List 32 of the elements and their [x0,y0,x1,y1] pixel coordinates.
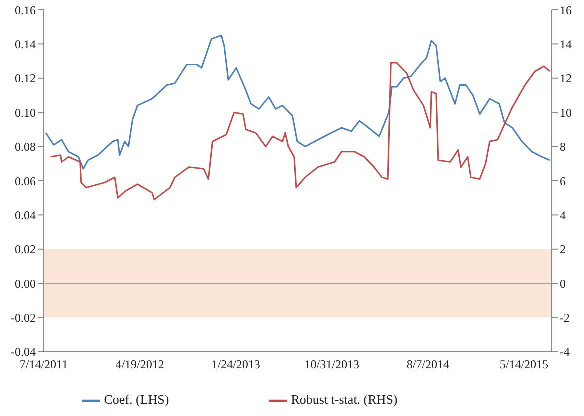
x-tick-label: 4/19/2012 [116,358,164,372]
x-tick-label: 5/14/2015 [500,358,549,372]
y-tick-label: 0.04 [15,208,36,222]
line-series [45,34,551,170]
y-tick-label: -0.04 [11,345,36,360]
y2-tick-label: 8 [560,140,566,154]
line-series [50,62,551,201]
legend-label: Coef. (LHS) [104,392,170,407]
y2-tick-label: 14 [560,37,572,52]
y-tick-label: 0.02 [15,242,36,257]
legend-label: Robust t-stat. (RHS) [291,392,398,407]
y2-tick-label: 4 [560,208,566,222]
y-tick-label: 0.08 [15,140,36,154]
x-tick-label: 10/31/2013 [304,358,360,372]
y-tick-label: 0.00 [15,276,36,291]
y-tick-label: 0.14 [15,37,36,52]
y2-tick-label: 16 [560,3,572,18]
y2-tick-label: 6 [560,174,566,188]
y-tick-label: 0.16 [15,3,36,18]
y2-tick-label: 0 [560,276,566,291]
y2-tick-label: -4 [560,345,570,360]
y-tick-label: 0.10 [15,106,36,120]
y2-tick-label: 10 [560,106,572,120]
y-tick-label: 0.12 [15,72,36,86]
y2-tick-label: 12 [560,72,572,86]
y-tick-label: -0.02 [11,311,36,326]
y2-tick-label: -2 [560,311,570,326]
y-tick-label: 0.06 [15,174,36,188]
x-tick-label: 7/14/2011 [20,358,68,372]
x-tick-label: 1/24/2013 [212,358,260,372]
y2-tick-label: 2 [560,242,566,257]
x-tick-label: 8/7/2014 [406,358,450,372]
